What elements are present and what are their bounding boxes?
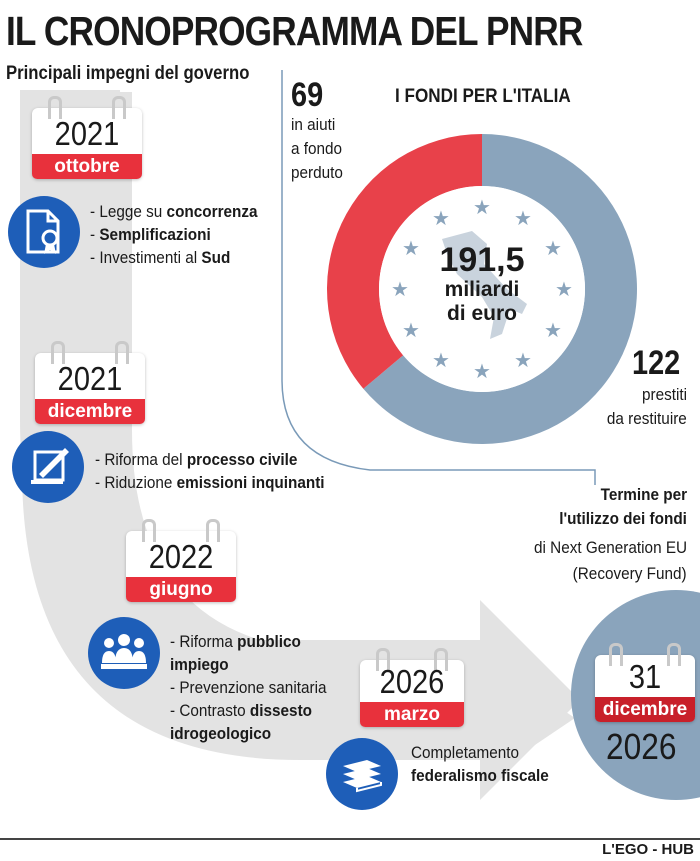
deadline-label-4: (Recovery Fund) (573, 564, 687, 583)
eu-star-icon: ★ (555, 277, 573, 301)
list-item: - Prevenzione sanitaria (170, 678, 327, 697)
calendar-page: 2022 giugno (126, 531, 236, 602)
page-subtitle: Principali impegni del governo (6, 63, 250, 84)
deadline-label-1: Termine per (600, 485, 687, 504)
eu-star-icon: ★ (514, 206, 532, 230)
list-item: Completamento (411, 743, 520, 762)
eu-star-icon: ★ (402, 236, 420, 260)
list-item: - Investimenti al Sud (90, 248, 231, 267)
calendar-year: 2021 (54, 115, 120, 152)
donut-slice-loans (363, 134, 637, 444)
list-item: impiego (170, 655, 229, 674)
entry-3-list: - Riforma pubblico impiego - Prevenzione… (170, 630, 326, 745)
deadline-year: 2026 (606, 726, 677, 767)
loans-label-1: prestiti (641, 385, 687, 404)
calendar-month: dicembre (35, 399, 145, 424)
footer-divider (0, 838, 700, 840)
eu-star-icon: ★ (544, 318, 562, 342)
funds-donut-chart: ★ ★ ★ ★ ★ ★ ★ ★ ★ ★ ★ ★ (327, 134, 637, 444)
calendar-2021-dicembre: 2021 dicembre (35, 341, 145, 424)
people-group-icon (88, 617, 160, 689)
calendar-page: 31 dicembre (595, 655, 695, 722)
calendar-year: 2026 (379, 663, 445, 700)
scroll-quill-icon (12, 431, 84, 503)
loans-label-2: da restituire (607, 409, 687, 428)
entry-2-list: - Riforma del processo civile - Riduzion… (95, 448, 325, 494)
total-unit-1: miliardi (444, 278, 520, 301)
calendar-page: 2026 marzo (360, 660, 464, 727)
deadline-month: dicembre (595, 697, 695, 722)
entry-1-list: - Legge su concorrenza - Semplificazioni… (90, 200, 258, 269)
list-item: - Contrasto dissesto (170, 701, 313, 720)
calendar-month: ottobre (32, 154, 142, 179)
calendar-2021-ottobre: 2021 ottobre (32, 96, 142, 179)
guide-line (281, 70, 596, 485)
calendar-page: 2021 ottobre (32, 108, 142, 179)
italy-map-icon (442, 231, 527, 339)
list-item: - Riforma del processo civile (95, 450, 298, 469)
eu-star-icon: ★ (432, 206, 450, 230)
eu-star-icon: ★ (473, 359, 491, 383)
eu-star-icon: ★ (432, 348, 450, 372)
calendar-rings (32, 96, 142, 119)
grants-label-3: perduto (291, 163, 343, 182)
grants-label-1: in aiuti (291, 115, 336, 134)
calendar-rings (35, 341, 145, 364)
entry-4-list: Completamento federalismo fiscale (411, 741, 549, 787)
calendar-rings (360, 648, 464, 671)
list-item: - Riforma pubblico (170, 632, 301, 651)
list-item: - Legge su concorrenza (90, 202, 258, 221)
deadline-label-3: di Next Generation EU (533, 538, 687, 557)
list-item: - Semplificazioni (90, 225, 211, 244)
loans-value: 122 (632, 344, 681, 382)
page-title: IL CRONOPROGRAMMA DEL PNRR (6, 8, 583, 54)
list-item: - Riduzione emissioni inquinanti (95, 473, 325, 492)
calendar-year: 2022 (148, 538, 214, 575)
money-stack-icon (326, 738, 398, 810)
eu-star-icon: ★ (473, 195, 491, 219)
calendar-2022-giugno: 2022 giugno (126, 519, 236, 602)
calendar-rings (595, 643, 695, 666)
total-value: 191,5 (439, 241, 525, 279)
calendar-page: 2021 dicembre (35, 353, 145, 424)
calendar-2026-marzo: 2026 marzo (360, 648, 464, 727)
deadline-label-2: l'utilizzo dei fondi (559, 509, 687, 528)
calendar-rings (126, 519, 236, 542)
deadline-calendar: 31 dicembre (595, 643, 695, 722)
footer-credit: L'EGO - HUB (602, 841, 694, 858)
eu-star-icon: ★ (514, 348, 532, 372)
calendar-month: giugno (126, 577, 236, 602)
list-item: federalismo fiscale (411, 766, 549, 785)
donut-center-text: 191,5 miliardi di euro (427, 242, 537, 326)
eu-star-icon: ★ (391, 277, 409, 301)
eu-star-icon: ★ (402, 318, 420, 342)
donut-slice-grants (327, 134, 482, 389)
timeline-arrow-body (22, 92, 580, 800)
grants-value: 69 (291, 76, 324, 114)
calendar-month: marzo (360, 702, 464, 727)
deadline-day: 31 (628, 658, 662, 695)
funds-title: I FONDI PER L'ITALIA (395, 86, 571, 107)
certificate-document-icon (8, 196, 80, 268)
total-unit-2: di euro (446, 302, 517, 325)
grants-label-2: a fondo (291, 139, 343, 158)
eu-star-icon: ★ (544, 236, 562, 260)
list-item: idrogeologico (170, 724, 272, 743)
calendar-year: 2021 (57, 360, 123, 397)
